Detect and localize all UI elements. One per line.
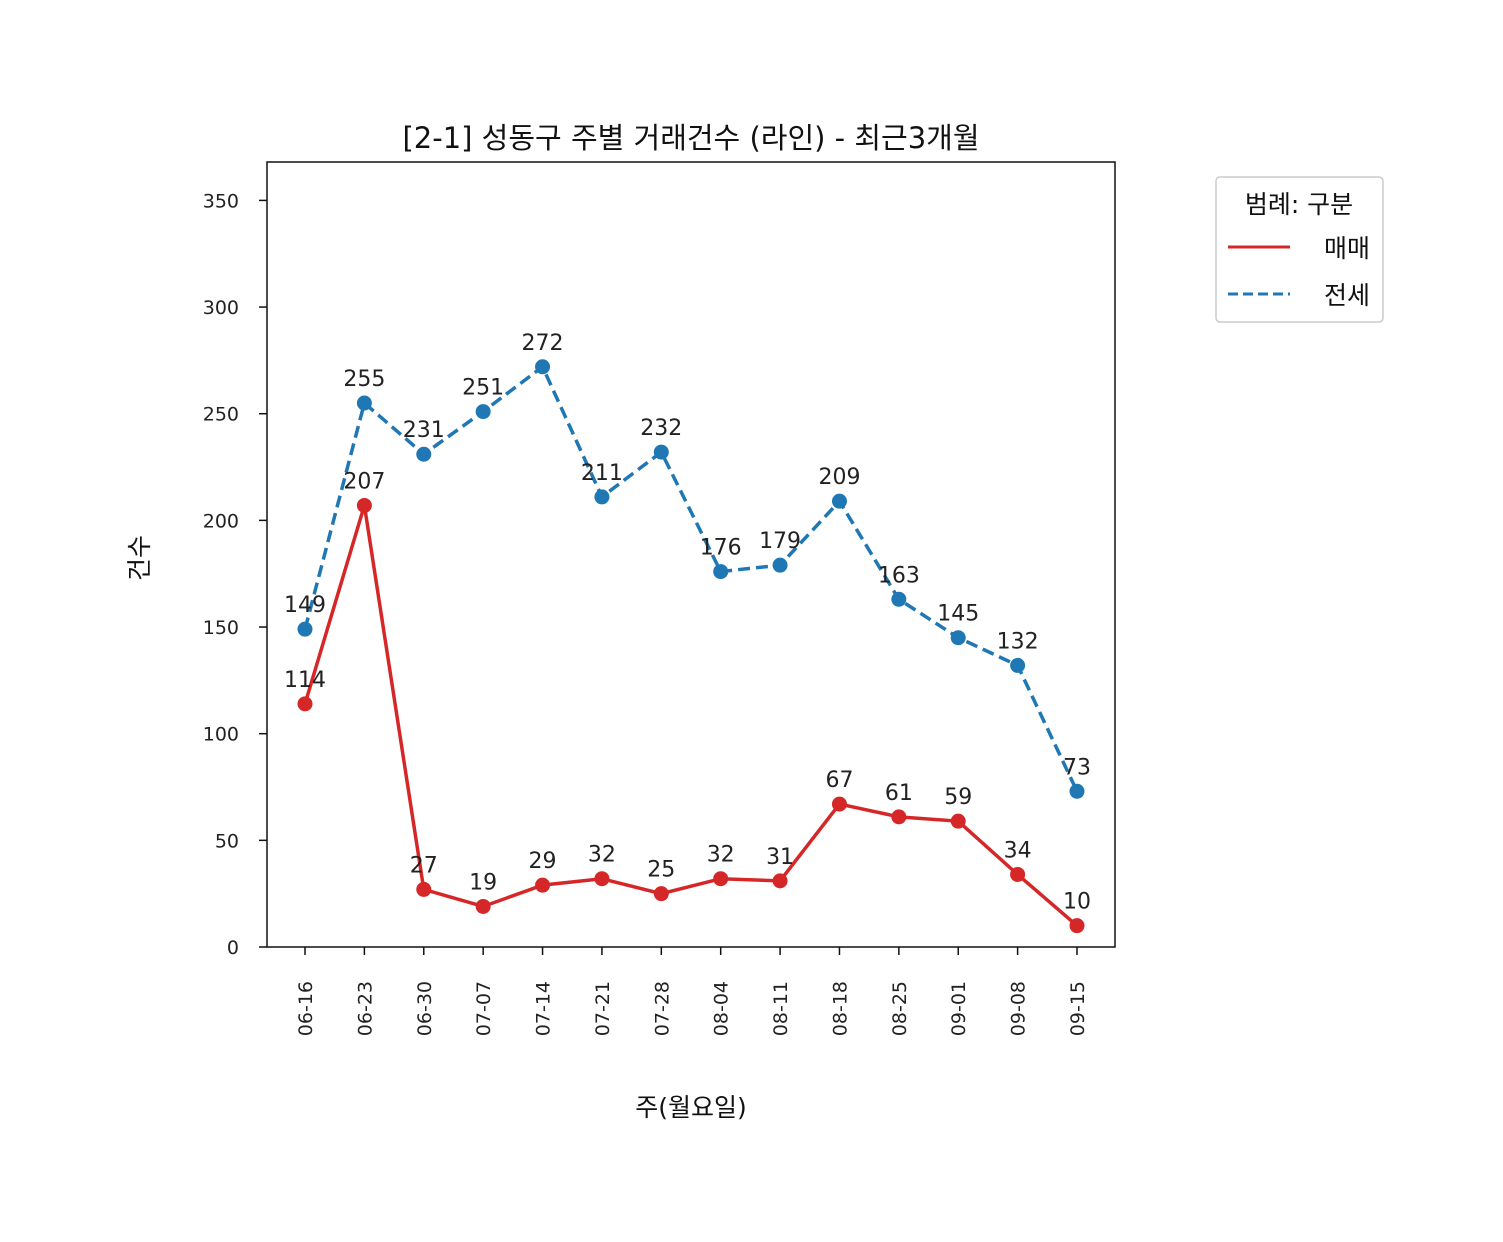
y-axis-label: 건수: [125, 535, 154, 581]
data-label: 32: [588, 843, 616, 868]
data-label: 272: [522, 331, 564, 356]
y-tick-label: 50: [215, 830, 239, 852]
data-point: [891, 591, 907, 607]
data-point: [475, 898, 491, 914]
data-point: [950, 630, 966, 646]
data-point: [653, 886, 669, 902]
data-label: 32: [707, 843, 735, 868]
data-label: 176: [700, 536, 742, 561]
data-point: [356, 497, 372, 513]
data-label: 255: [343, 367, 385, 392]
data-label: 29: [529, 849, 557, 874]
data-label: 211: [581, 461, 623, 486]
x-tick-label: 09-08: [1008, 981, 1030, 1036]
x-tick-label: 08-04: [711, 981, 733, 1036]
data-point: [950, 813, 966, 829]
data-label: 73: [1063, 755, 1091, 780]
x-tick-label: 09-01: [948, 981, 970, 1036]
y-tick-label: 100: [203, 724, 239, 746]
x-axis: 06-16 06-23 06-30 07-07 07-14 07-21 07-28 08-04…: [295, 947, 1089, 1036]
x-tick-label: 09-15: [1067, 981, 1089, 1036]
data-label: 145: [937, 602, 979, 627]
data-point: [297, 696, 313, 712]
data-label: 149: [284, 593, 326, 618]
chart-title: [2-1] 성동구 주별 거래건수 (라인) - 최근3개월: [402, 121, 979, 155]
series-line: [303, 364, 1079, 793]
data-point: [772, 557, 788, 573]
data-label: 179: [759, 529, 801, 554]
data-point: [653, 444, 669, 460]
data-point: [297, 621, 313, 637]
data-point: [713, 871, 729, 887]
data-label: 163: [878, 563, 920, 588]
data-label: 27: [410, 853, 438, 878]
data-label: 31: [766, 845, 794, 870]
data-point: [891, 809, 907, 825]
data-label: 61: [885, 781, 913, 806]
y-tick-label: 350: [203, 190, 239, 212]
data-point: [356, 395, 372, 411]
x-tick-label: 08-18: [829, 981, 851, 1036]
legend-title: 범례: 구분: [1245, 190, 1353, 219]
data-point: [535, 877, 551, 893]
x-tick-label: 06-23: [354, 981, 376, 1036]
y-axis: 0 50 100 150 200 250 300 350: [203, 190, 267, 959]
data-label: 251: [462, 376, 504, 401]
x-tick-label: 07-07: [473, 981, 495, 1036]
data-point: [831, 796, 847, 812]
y-tick-label: 200: [203, 510, 239, 532]
data-label: 231: [403, 418, 445, 443]
data-label: 59: [944, 785, 972, 810]
x-axis-label: 주(월요일): [635, 1093, 747, 1122]
x-tick-label: 07-14: [533, 981, 555, 1036]
data-label: 19: [469, 870, 497, 895]
data-point: [772, 873, 788, 889]
data-label: 34: [1004, 838, 1032, 863]
series-group: 149 255 231 251 272 211 232 176 179 209 163 145 132 7…: [284, 331, 1091, 934]
data-point: [1010, 866, 1026, 882]
y-tick-label: 250: [203, 404, 239, 426]
data-label: 232: [640, 416, 682, 441]
data-label: 25: [647, 858, 675, 883]
plot-area: [266, 161, 1116, 948]
data-label: 114: [284, 668, 326, 693]
x-tick-label: 08-25: [889, 981, 911, 1036]
series-line: [303, 504, 1079, 927]
series-전세: 149 255 231 251 272 211 232 176 179 209 163 145 132 7…: [284, 331, 1091, 799]
data-point: [416, 446, 432, 462]
x-tick-label: 08-11: [770, 981, 792, 1036]
data-point: [713, 564, 729, 580]
data-point: [416, 881, 432, 897]
data-label: 10: [1063, 890, 1091, 915]
data-label: 132: [997, 629, 1039, 654]
series-매매: 114 207 27 19 29 32 25 32 31 67 61 59 34 10: [284, 469, 1091, 934]
data-point: [535, 359, 551, 375]
data-point: [1069, 783, 1085, 799]
y-tick-label: 0: [227, 937, 239, 959]
data-label: 209: [818, 465, 860, 490]
data-point: [1069, 918, 1085, 934]
x-tick-label: 07-21: [592, 981, 614, 1036]
y-tick-label: 150: [203, 617, 239, 639]
x-tick-label: 06-30: [414, 981, 436, 1036]
data-point: [1010, 657, 1026, 673]
data-label: 67: [825, 768, 853, 793]
legend-label: 전세: [1324, 281, 1370, 310]
x-tick-label: 07-28: [651, 981, 673, 1036]
data-point: [594, 489, 610, 505]
data-point: [475, 404, 491, 420]
data-point: [831, 493, 847, 509]
data-point: [594, 871, 610, 887]
legend-label: 매매: [1324, 234, 1370, 263]
data-label: 207: [343, 469, 385, 494]
y-tick-label: 300: [203, 297, 239, 319]
x-tick-label: 06-16: [295, 981, 317, 1036]
